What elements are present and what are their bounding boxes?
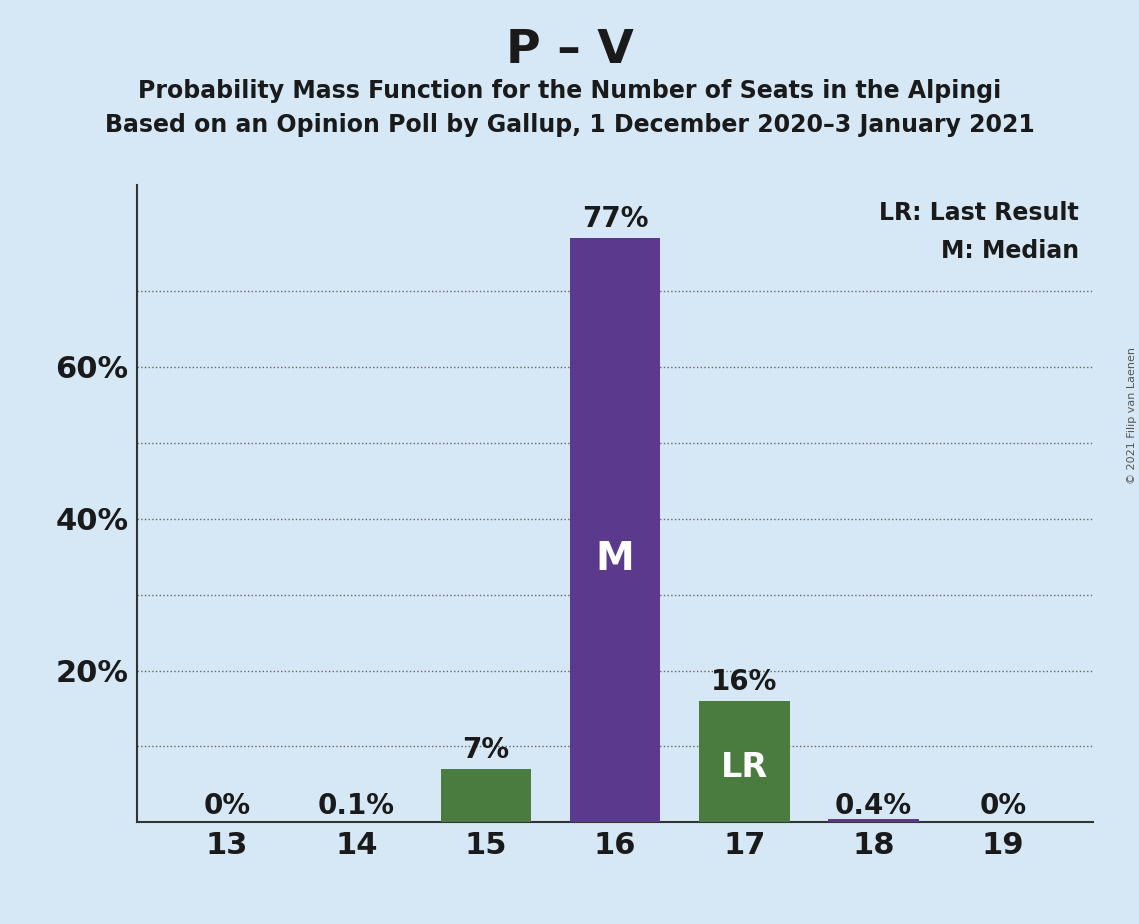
Text: LR: Last Result: LR: Last Result bbox=[879, 201, 1079, 225]
Text: 7%: 7% bbox=[462, 736, 509, 764]
Text: 16%: 16% bbox=[711, 668, 778, 696]
Text: 0%: 0% bbox=[980, 792, 1026, 821]
Bar bbox=[699, 701, 789, 822]
Text: LR: LR bbox=[721, 751, 768, 784]
Bar bbox=[828, 820, 919, 822]
Text: 0.1%: 0.1% bbox=[318, 792, 395, 821]
Bar bbox=[441, 769, 531, 822]
Text: Probability Mass Function for the Number of Seats in the Alpingi: Probability Mass Function for the Number… bbox=[138, 79, 1001, 103]
Text: Based on an Opinion Poll by Gallup, 1 December 2020–3 January 2021: Based on an Opinion Poll by Gallup, 1 De… bbox=[105, 113, 1034, 137]
Text: © 2021 Filip van Laenen: © 2021 Filip van Laenen bbox=[1126, 347, 1137, 484]
Text: P – V: P – V bbox=[506, 28, 633, 73]
Text: 77%: 77% bbox=[582, 204, 648, 233]
Text: 0%: 0% bbox=[204, 792, 251, 821]
Text: 0.4%: 0.4% bbox=[835, 792, 912, 821]
Text: M: M bbox=[596, 541, 634, 578]
Bar bbox=[570, 237, 661, 822]
Text: M: Median: M: Median bbox=[941, 239, 1079, 263]
